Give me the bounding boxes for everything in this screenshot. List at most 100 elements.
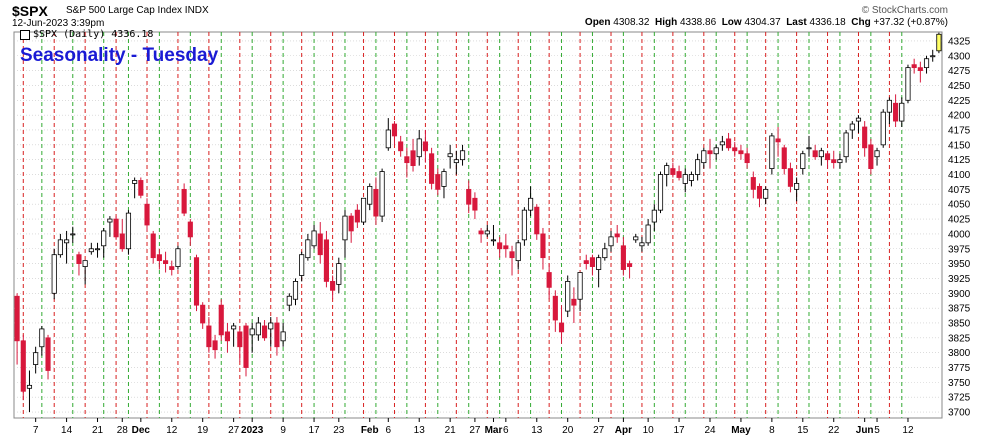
candle-body [398, 141, 404, 152]
candle-body [589, 257, 596, 267]
last-label: Last [786, 17, 807, 28]
candle-body [781, 147, 787, 169]
candle-body [645, 224, 651, 244]
y-tick-label: 4200 [948, 111, 971, 122]
candle-body [150, 233, 156, 259]
candle-body [911, 64, 917, 69]
candle-body [243, 325, 249, 368]
candle-body [292, 281, 299, 300]
chg-label: Chg [851, 17, 871, 28]
candle-body [435, 174, 441, 190]
candle-body [639, 242, 645, 247]
y-tick-label: 4225 [948, 96, 971, 107]
candle-body [299, 254, 305, 276]
x-tick-label: 13 [531, 425, 543, 436]
candle-body [330, 281, 336, 291]
x-tick-label: 24 [704, 425, 716, 436]
candle-body [181, 188, 187, 214]
candle-body [175, 248, 181, 267]
datetime-label: 12-Jun-2023 3:39pm [12, 18, 105, 29]
candle-body [905, 67, 911, 101]
candle-body [101, 230, 107, 247]
candle-body [14, 295, 20, 342]
candle-body [503, 245, 509, 250]
candle-body [917, 67, 923, 71]
candle-body [57, 239, 63, 256]
candle-body [583, 260, 589, 264]
x-tick-label: Apr [615, 425, 632, 436]
candle-body [627, 263, 633, 267]
candle-body [82, 260, 88, 267]
candle-body [336, 263, 342, 285]
candle-body [64, 239, 70, 244]
low-value: 4304.37 [744, 17, 781, 28]
y-tick-label: 4125 [948, 155, 971, 166]
candle-body [763, 188, 769, 199]
candle-body [342, 215, 348, 241]
candle-body [453, 159, 459, 164]
candle-body [379, 171, 385, 217]
candle-body [695, 159, 701, 175]
y-tick-label: 3725 [948, 393, 971, 404]
candle-body [657, 174, 664, 211]
candle-body [750, 177, 756, 190]
x-tick-label: Feb [361, 425, 379, 436]
candle-body [565, 281, 571, 312]
candle-body [76, 254, 82, 264]
candle-body [305, 239, 311, 259]
x-tick-label: 12 [902, 425, 914, 436]
candle-body [156, 254, 162, 262]
x-tick-label: 5 [874, 425, 880, 436]
candle-body [447, 153, 453, 158]
y-tick-label: 4050 [948, 200, 971, 211]
candle-body [596, 257, 602, 270]
candle-body [719, 141, 725, 146]
x-tick-label: 23 [333, 425, 345, 436]
candle-body [459, 150, 466, 161]
candle-body [187, 221, 193, 238]
candle-body [317, 233, 323, 256]
candle-body [552, 295, 558, 321]
candle-body [930, 55, 936, 58]
x-tick-label: 28 [117, 425, 129, 436]
open-label: Open [584, 17, 611, 28]
x-tick-label: 20 [562, 425, 574, 436]
candle-body [688, 174, 695, 181]
x-tick-label: 2023 [241, 425, 264, 436]
candle-body [515, 242, 521, 262]
candle-body [410, 150, 416, 167]
candle-body [416, 138, 422, 158]
y-tick-label: 3750 [948, 378, 971, 389]
candle-body [707, 150, 713, 155]
candle-body [664, 165, 670, 175]
candle-body [602, 248, 608, 259]
y-tick-label: 4075 [948, 185, 971, 196]
candle-body [45, 337, 51, 371]
candle-body [534, 206, 540, 235]
y-tick-label: 4150 [948, 140, 971, 151]
x-tick-label: 10 [643, 425, 655, 436]
x-tick-label: 14 [61, 425, 73, 436]
y-tick-label: 4025 [948, 215, 971, 226]
candle-body [862, 126, 868, 149]
candle-body [787, 168, 793, 187]
legend-text: $SPX (Daily) 4336.18 [33, 29, 154, 40]
candle-body [422, 141, 428, 152]
x-tick-label: 27 [228, 425, 240, 436]
candle-body [936, 33, 942, 52]
x-tick-label: 12 [166, 425, 178, 436]
quote-line: Open 4308.32 High 4338.86 Low 4304.37 La… [585, 17, 948, 28]
x-tick-label: 19 [197, 425, 209, 436]
candle-body [528, 197, 534, 211]
candle-body [868, 144, 874, 169]
candle-body [546, 272, 552, 288]
candle-body [224, 331, 231, 342]
candle-body [261, 325, 268, 339]
chg-value: +37.32 (+0.87%) [873, 17, 949, 28]
candle-body [886, 99, 892, 113]
y-tick-label: 3900 [948, 289, 971, 300]
candle-body [849, 123, 855, 131]
candle-body [880, 111, 886, 146]
candle-body [571, 298, 577, 306]
